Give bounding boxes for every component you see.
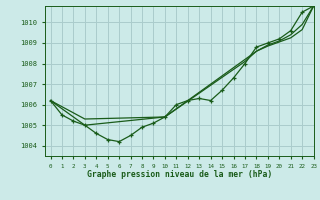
X-axis label: Graphe pression niveau de la mer (hPa): Graphe pression niveau de la mer (hPa) <box>87 170 272 179</box>
